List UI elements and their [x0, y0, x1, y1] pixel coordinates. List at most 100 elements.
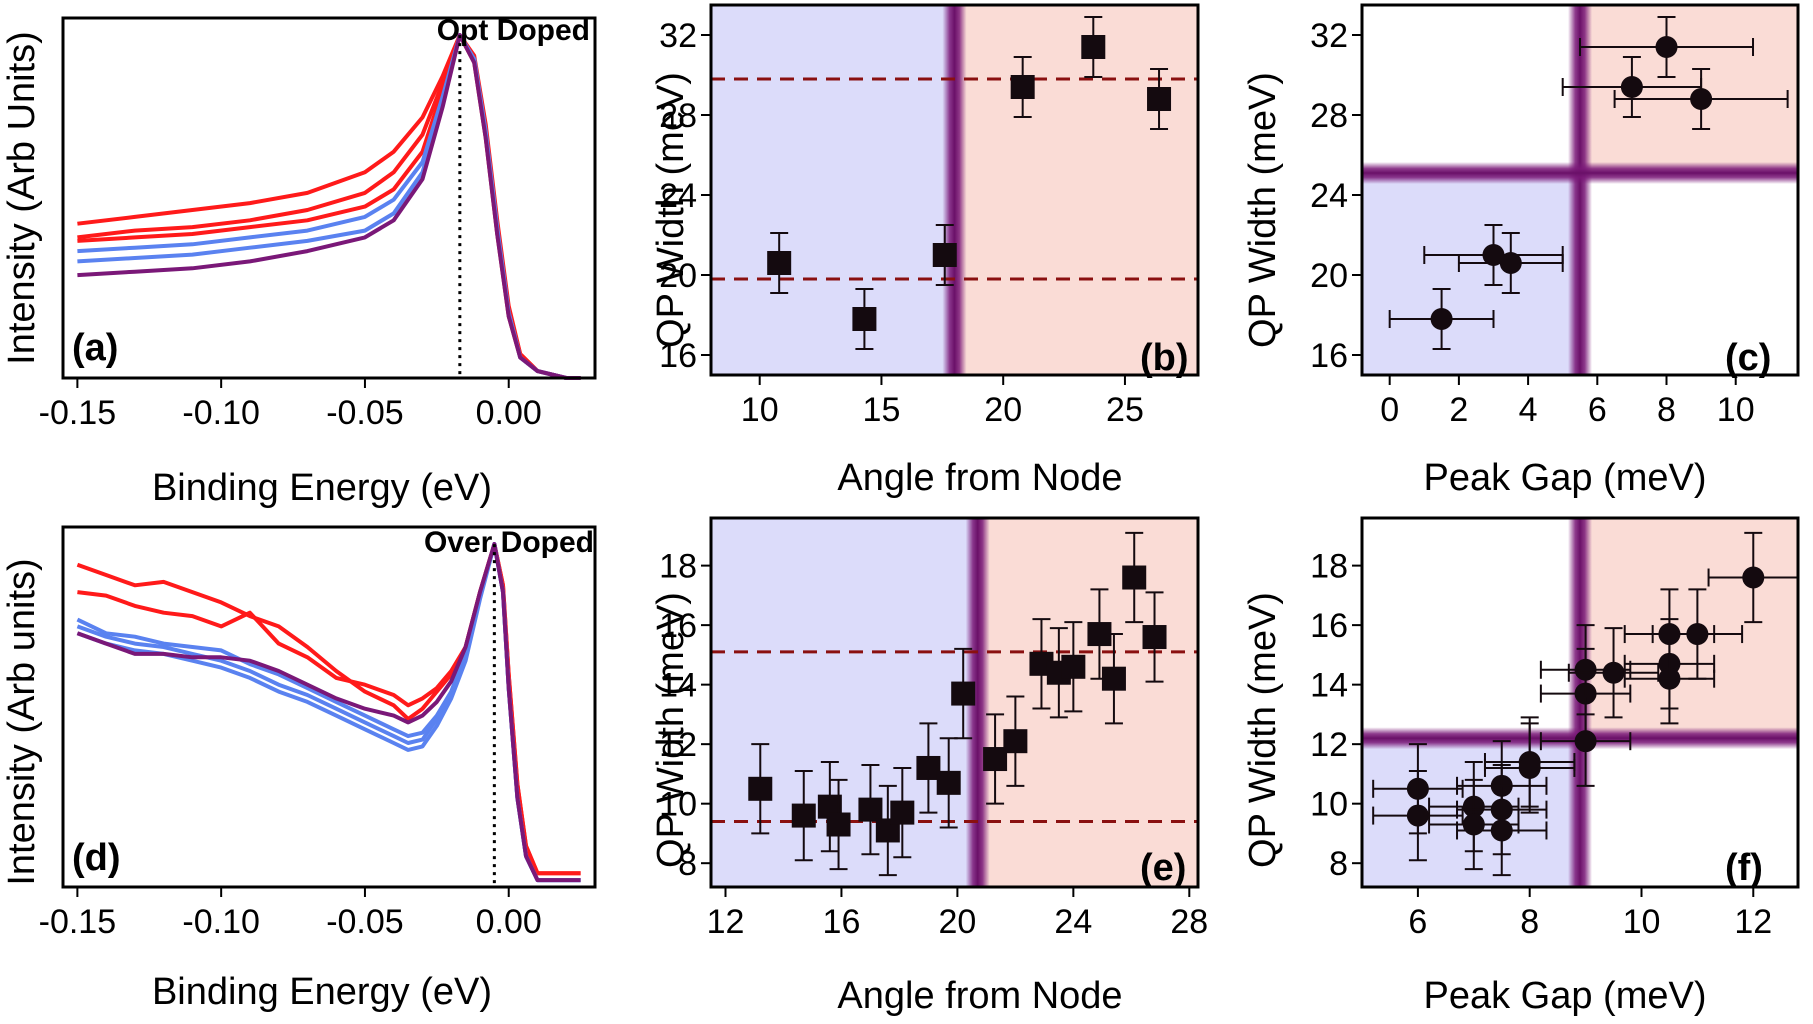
panel-f-xlabel: Peak Gap (meV)	[1424, 975, 1707, 1017]
panel-c-ylabel: QP Width (meV)	[1242, 72, 1284, 348]
panel-b-xtick-label: 10	[741, 391, 779, 429]
panel-b: (b) Angle from Node QP Width (meV) 10 15 2…	[650, 3, 1200, 499]
data-point	[1147, 87, 1172, 111]
panel-e-frame	[709, 516, 1200, 889]
panel-f: (f) Peak Gap (meV) QP Width (meV) 6 8 10 12…	[1242, 516, 1800, 1017]
panel-e-ytick-label: 16	[659, 607, 697, 645]
data-point	[983, 747, 1008, 772]
data-point	[1655, 36, 1678, 58]
data-point	[1574, 730, 1597, 753]
data-point	[1620, 76, 1643, 98]
panel-e-ytick-label: 14	[659, 667, 697, 705]
panel-b-ytick-label: 20	[659, 257, 697, 295]
panel-f-ytick-label: 14	[1310, 667, 1348, 705]
panel-d-xtick-label: -0.15	[39, 903, 117, 941]
panel-e-xlabel: Angle from Node	[837, 975, 1122, 1017]
data-point	[936, 770, 961, 795]
region-high	[1580, 5, 1798, 173]
panel-b-points	[767, 16, 1172, 350]
data-point	[1003, 729, 1028, 754]
panel-d-label: (d)	[72, 837, 121, 879]
panel-e-xtick-label: 12	[707, 903, 745, 941]
panel-f-xtick-label: 8	[1520, 903, 1539, 941]
panel-a-label: (a)	[72, 327, 118, 369]
data-point	[1499, 252, 1522, 274]
panel-c-ytick-label: 20	[1310, 257, 1348, 295]
vertical-transition-band	[1568, 5, 1592, 375]
region-high	[954, 5, 1198, 375]
horizontal-transition-band	[1362, 162, 1798, 184]
panel-a-ylabel: Intensity (Arb Units)	[1, 31, 43, 365]
panel-a-xtick-label: 0.00	[476, 394, 542, 432]
panel-b-label: (b)	[1140, 337, 1189, 379]
panel-e-points	[748, 531, 1167, 877]
panel-f-ylabel: QP Width (meV)	[1242, 592, 1284, 868]
panel-f-points	[1372, 531, 1799, 877]
panel-c-xlabel: Peak Gap (meV)	[1424, 457, 1707, 499]
panel-d-xtick-label: -0.10	[182, 903, 260, 941]
panel-c-ytick-label: 16	[1310, 337, 1348, 375]
data-point	[1690, 88, 1713, 110]
panel-f-ytick-label: 12	[1310, 726, 1348, 764]
data-point	[1490, 819, 1513, 842]
panel-e-background	[711, 518, 1198, 887]
panel-b-frame	[709, 3, 1200, 377]
panel-c-xtick-label: 4	[1519, 391, 1538, 429]
data-point	[767, 251, 792, 275]
panel-e: (e) Angle from Node QP Width (meV) 12 16 2…	[650, 516, 1208, 1017]
region-low	[1362, 173, 1580, 375]
panel-e-xtick-label: 24	[1054, 903, 1092, 941]
panel-a-xlabel: Binding Energy (eV)	[152, 467, 492, 509]
panel-d: Over Doped (d) Binding Energy (eV) Inten…	[1, 525, 597, 1013]
panel-e-xtick-label: 28	[1170, 903, 1208, 941]
panel-a-xtick-label: -0.05	[326, 394, 404, 432]
panel-c-background	[1362, 5, 1798, 375]
panel-f-xtick-label: 10	[1623, 903, 1661, 941]
panel-d-curves	[76, 542, 581, 883]
panel-e-ytick-label: 10	[659, 786, 697, 824]
data-point	[1574, 658, 1597, 681]
data-point	[916, 755, 941, 780]
panel-e-ytick-label: 8	[678, 845, 697, 883]
panel-a-curves	[77, 33, 581, 380]
data-point	[858, 797, 883, 822]
panel-f-ytick-label: 8	[1329, 845, 1348, 883]
panel-c-xtick-label: 8	[1657, 391, 1676, 429]
panel-f-frame	[1360, 516, 1800, 889]
panel-b-background	[711, 5, 1198, 375]
panel-d-frame	[61, 525, 597, 889]
data-point	[826, 812, 851, 837]
data-point	[1142, 625, 1167, 650]
panel-c-ytick-label: 28	[1310, 97, 1348, 135]
panel-b-ytick-label: 28	[659, 97, 697, 135]
data-point	[890, 800, 915, 825]
panel-c-label: (c)	[1725, 337, 1771, 379]
data-point	[1122, 565, 1147, 590]
panel-b-xtick-label: 15	[863, 391, 901, 429]
curve-red-1	[77, 33, 581, 380]
data-point	[791, 803, 816, 828]
panel-d-title: Over Doped	[424, 526, 594, 559]
panel-f-ytick-label: 10	[1310, 786, 1348, 824]
data-point	[951, 681, 976, 706]
panel-e-xtick-label: 20	[938, 903, 976, 941]
panel-e-ytick-label: 12	[659, 726, 697, 764]
panel-f-xtick-label: 6	[1408, 903, 1427, 941]
curve-red-3	[77, 33, 581, 380]
panel-c-frame	[1360, 3, 1800, 377]
data-point	[932, 243, 957, 267]
data-point	[1101, 666, 1126, 691]
panel-c-xtick-label: 10	[1717, 391, 1755, 429]
panel-a-xtick-label: -0.10	[182, 394, 260, 432]
vertical-transition-band	[942, 5, 967, 375]
data-point	[1010, 75, 1035, 99]
panel-b-ytick-label: 24	[659, 177, 697, 215]
panel-e-xtick-label: 16	[823, 903, 861, 941]
data-point	[1518, 756, 1541, 779]
panel-c-xtick-label: 2	[1449, 391, 1468, 429]
panel-e-label: (e)	[1140, 847, 1186, 889]
region-high	[977, 518, 1198, 887]
data-point	[852, 307, 877, 331]
